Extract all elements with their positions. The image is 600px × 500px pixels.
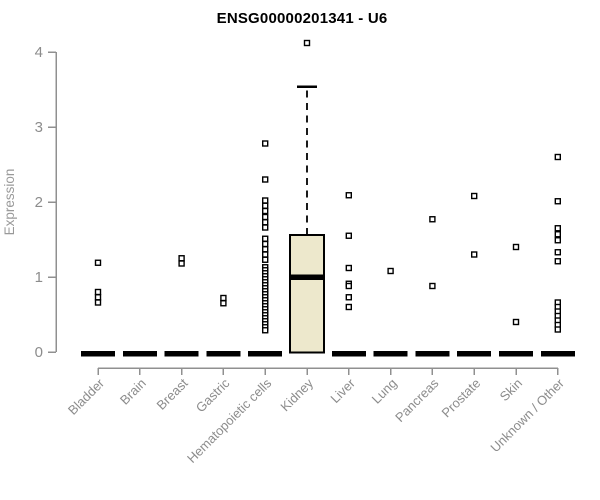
y-tick-label: 4 bbox=[35, 44, 43, 61]
zero-median-bar bbox=[457, 351, 492, 357]
data-point bbox=[262, 207, 269, 215]
data-point bbox=[345, 282, 352, 290]
data-point bbox=[262, 176, 269, 183]
x-tick-label-gastric: Gastric bbox=[193, 375, 233, 415]
x-tick-label-pancreas: Pancreas bbox=[392, 375, 442, 425]
x-tick-label-brain: Brain bbox=[117, 376, 149, 408]
x-tick-label-kidney: Kidney bbox=[277, 375, 316, 414]
zero-median-bar bbox=[81, 351, 115, 357]
x-tick-label-liver: Liver bbox=[327, 375, 358, 406]
data-point bbox=[471, 251, 478, 258]
data-point bbox=[220, 300, 227, 307]
data-point bbox=[262, 140, 269, 147]
data-point bbox=[262, 213, 269, 221]
data-point bbox=[262, 235, 269, 242]
zero-median-bar bbox=[415, 351, 450, 357]
data-point bbox=[554, 153, 561, 161]
x-tick-label-skin: Skin bbox=[497, 376, 525, 404]
data-point bbox=[262, 219, 269, 226]
data-point bbox=[303, 39, 311, 47]
zero-median-bar bbox=[206, 351, 241, 357]
chart-title: ENSG00000201341 - U6 bbox=[216, 10, 388, 27]
data-point bbox=[471, 192, 478, 200]
data-point bbox=[262, 202, 269, 209]
zero-median-bar bbox=[540, 351, 575, 357]
data-point bbox=[429, 216, 436, 223]
data-point bbox=[387, 267, 394, 275]
data-point bbox=[512, 243, 520, 251]
data-point bbox=[94, 288, 102, 296]
median-line bbox=[290, 274, 324, 280]
y-tick-label: 0 bbox=[35, 344, 43, 361]
data-point bbox=[178, 260, 185, 267]
zero-median-bar bbox=[122, 351, 157, 357]
data-point bbox=[554, 231, 561, 238]
data-point bbox=[262, 240, 269, 248]
data-point bbox=[554, 225, 561, 232]
box-kidney bbox=[289, 234, 325, 354]
data-point bbox=[262, 251, 269, 258]
data-point bbox=[345, 294, 352, 301]
data-point bbox=[94, 299, 102, 306]
x-tick-label-prostate: Prostate bbox=[438, 376, 483, 421]
x-tick-label-lung: Lung bbox=[369, 376, 400, 407]
x-tick-label-bladder: Bladder bbox=[65, 375, 108, 418]
data-point bbox=[512, 318, 520, 326]
zero-median-bar bbox=[499, 351, 533, 357]
y-tick-label: 3 bbox=[35, 119, 43, 136]
zero-median-bar bbox=[373, 351, 408, 357]
data-point bbox=[554, 249, 561, 256]
data-point bbox=[554, 258, 561, 265]
data-point bbox=[262, 246, 269, 253]
data-point bbox=[554, 326, 561, 333]
zero-median-bar bbox=[248, 351, 283, 357]
data-point bbox=[262, 327, 269, 334]
data-point bbox=[345, 264, 352, 272]
data-point bbox=[429, 282, 436, 290]
x-tick-label-breast: Breast bbox=[154, 375, 191, 412]
data-point bbox=[94, 259, 102, 266]
x-tick-label-unknown-other: Unknown / Other bbox=[487, 375, 567, 455]
data-point bbox=[262, 224, 269, 231]
data-point bbox=[345, 232, 352, 239]
data-point bbox=[345, 303, 352, 311]
data-point bbox=[554, 198, 561, 205]
y-tick-label: 2 bbox=[35, 194, 43, 211]
data-point bbox=[345, 192, 352, 199]
data-point bbox=[554, 237, 561, 244]
zero-median-bar bbox=[164, 351, 199, 357]
data-point bbox=[262, 197, 269, 204]
data-point bbox=[178, 255, 185, 262]
y-axis-label: Expression bbox=[2, 169, 17, 236]
y-tick-label: 1 bbox=[35, 269, 43, 286]
data-point bbox=[220, 294, 227, 302]
zero-median-bar bbox=[331, 351, 366, 357]
data-point bbox=[262, 256, 269, 263]
data-point bbox=[94, 294, 102, 301]
